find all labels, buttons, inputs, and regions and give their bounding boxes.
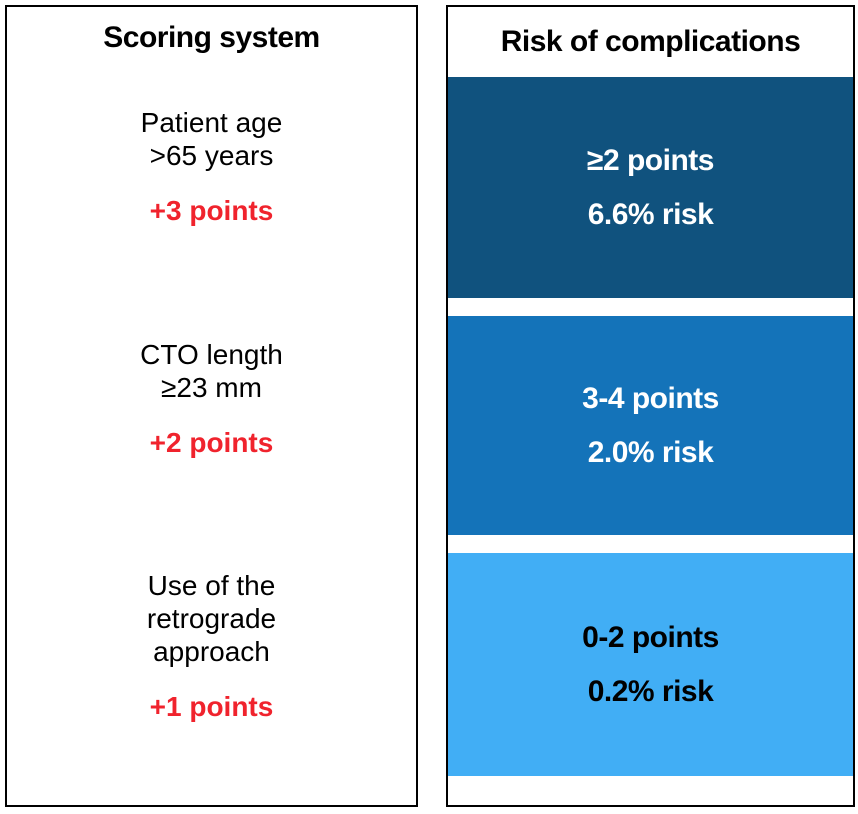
criteria-line: ≥23 mm xyxy=(161,372,262,403)
criteria-line: Use of the xyxy=(147,570,276,601)
risk-complications-panel: Risk of complications ≥2 points 6.6% ris… xyxy=(446,5,855,807)
criteria-line: Patient age xyxy=(140,107,283,138)
risk-band-high: ≥2 points 6.6% risk xyxy=(448,77,853,298)
scoring-system-panel: Scoring system Patient age >65 years +3 … xyxy=(5,5,418,807)
criteria-line: retrograde xyxy=(146,603,277,634)
score-item-cto-length: CTO length ≥23 mm +2 points xyxy=(7,338,416,459)
band-points-label: ≥2 points xyxy=(587,143,714,177)
score-item-retrograde-approach: Use of the retrograde approach +1 points xyxy=(7,569,416,723)
risk-complications-title: Risk of complications xyxy=(500,25,801,58)
risk-band-low: 0-2 points 0.2% risk xyxy=(448,553,853,776)
score-item-patient-age: Patient age >65 years +3 points xyxy=(7,106,416,227)
band-risk-label: 6.6% risk xyxy=(587,197,714,231)
criteria-text-cto-length: CTO length ≥23 mm xyxy=(7,338,416,404)
band-separator xyxy=(448,535,853,553)
criteria-text-patient-age: Patient age >65 years xyxy=(7,106,416,172)
points-value-retrograde-approach: +1 points xyxy=(149,691,274,722)
criteria-line: >65 years xyxy=(149,140,274,171)
band-points-label: 0-2 points xyxy=(582,620,719,654)
band-separator xyxy=(448,298,853,316)
risk-band-medium: 3-4 points 2.0% risk xyxy=(448,316,853,535)
risk-panel-header: Risk of complications xyxy=(448,7,853,77)
points-value-patient-age: +3 points xyxy=(149,195,274,226)
points-value-cto-length: +2 points xyxy=(149,427,274,458)
band-points-label: 3-4 points xyxy=(582,381,719,415)
criteria-line: CTO length xyxy=(140,339,283,370)
criteria-line: approach xyxy=(153,636,270,667)
band-risk-label: 2.0% risk xyxy=(587,435,714,469)
criteria-text-retrograde-approach: Use of the retrograde approach xyxy=(7,569,416,668)
scoring-system-title: Scoring system xyxy=(103,21,320,54)
band-risk-label: 0.2% risk xyxy=(587,674,714,708)
